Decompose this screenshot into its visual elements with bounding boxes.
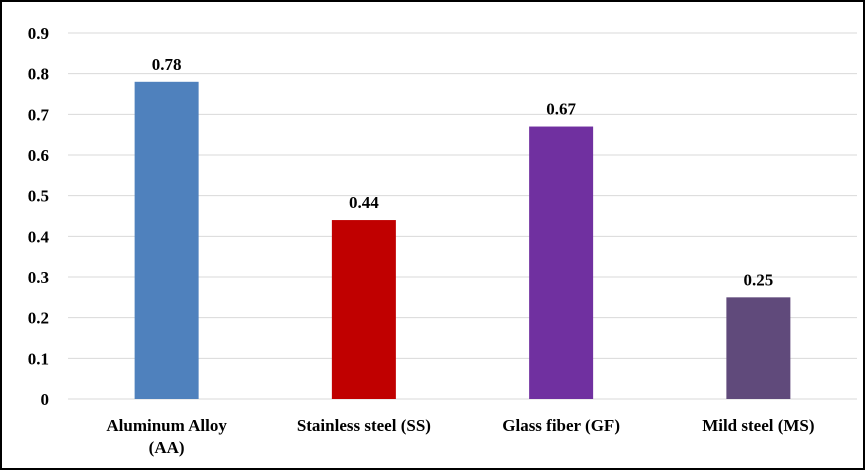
y-tick-label: 0.9 <box>28 24 49 43</box>
bar <box>134 81 199 400</box>
y-tick-label: 0 <box>41 390 50 409</box>
gridlines <box>68 32 857 400</box>
x-category-label: Stainless steel (SS) <box>297 416 431 435</box>
bar-value-label: 0.44 <box>349 193 379 212</box>
bar-value-label: 0.67 <box>546 100 576 119</box>
bar <box>331 220 396 399</box>
y-tick-label: 0.6 <box>28 146 49 165</box>
y-tick-label: 0.3 <box>28 268 49 287</box>
data-labels: 0.78 0.44 0.67 0.25 <box>152 55 774 290</box>
y-tick-label: 0.4 <box>28 227 50 246</box>
bars <box>134 81 791 400</box>
y-axis-tick-labels: 0 0.1 0.2 0.3 0.4 0.5 0.6 0.7 0.8 0.9 <box>28 24 50 409</box>
y-tick-label: 0.8 <box>28 65 49 84</box>
bar <box>529 126 594 400</box>
x-category-label: Mild steel (MS) <box>702 416 814 435</box>
y-tick-label: 0.7 <box>28 105 50 124</box>
x-category-label: Aluminum Alloy <box>106 416 227 435</box>
bar-value-label: 0.78 <box>152 55 182 74</box>
bar <box>726 297 791 399</box>
y-tick-label: 0.5 <box>28 187 49 206</box>
x-category-label: Glass fiber (GF) <box>502 416 620 435</box>
x-axis-category-labels: Aluminum Alloy (AA) Stainless steel (SS) Gl… <box>106 416 814 457</box>
bar-value-label: 0.25 <box>744 270 774 289</box>
x-category-label: (AA) <box>149 438 185 457</box>
y-tick-label: 0.2 <box>28 309 49 328</box>
y-tick-label: 0.1 <box>28 349 49 368</box>
